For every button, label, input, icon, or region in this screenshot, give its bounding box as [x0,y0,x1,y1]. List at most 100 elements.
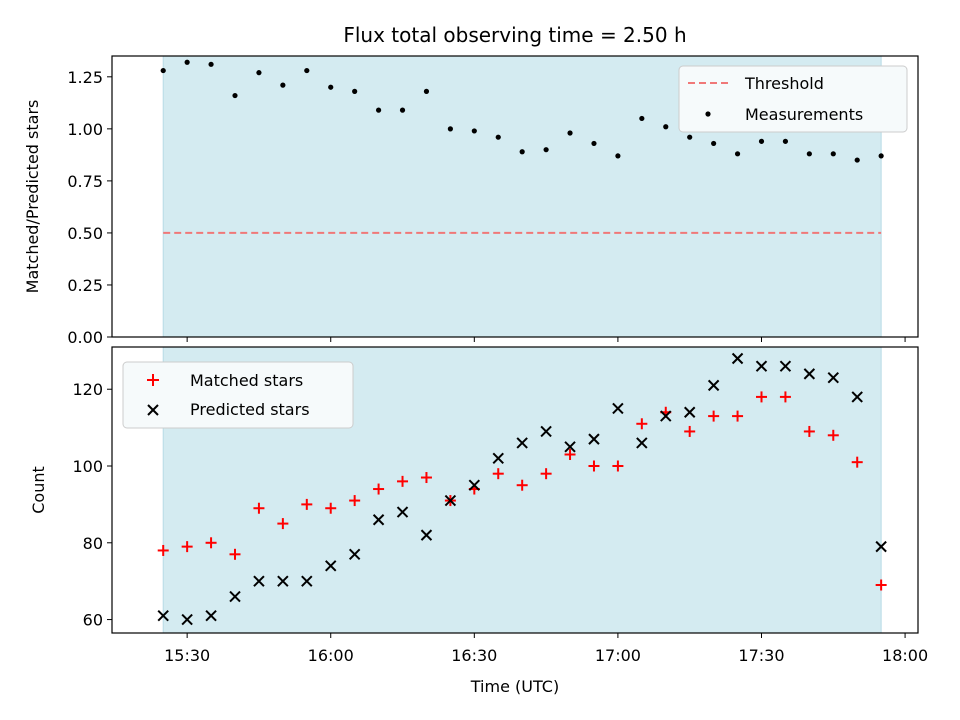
predicted-star-point [181,613,193,626]
count-points [157,352,887,626]
measurement-point [184,59,190,65]
matched-star-point [612,460,624,472]
bottom-y-tick-label: 80 [83,534,103,553]
legend-predicted-label: Predicted stars [190,400,310,419]
predicted-star-point [253,575,265,587]
measurement-point [711,140,717,147]
x-axis-label: Time (UTC) [470,677,559,696]
measurement-point [878,153,884,159]
matched-star-point [397,475,409,487]
matched-star-point [540,468,552,480]
measurement-point [615,153,621,159]
matched-star-point [301,498,313,510]
matched-star-point [803,425,815,437]
measurement-point [352,88,358,94]
matched-star-point [181,541,193,553]
predicted-star-point [803,368,816,380]
predicted-star-point [564,441,576,453]
measurement-point [734,151,741,157]
top-legend-box [678,65,908,133]
measurement-point [758,138,765,144]
predicted-star-point [636,437,648,449]
predicted-star-point [325,560,337,572]
matched-star-point [157,544,169,556]
chart-title: Flux total observing time = 2.50 h [343,23,686,47]
matched-star-point [708,410,720,422]
bottom-x-ticks: 15:30 16:00 16:30 17:00 17:30 18:00 [164,633,928,665]
legend-predicted-swatch [147,404,159,416]
measurement-point [543,147,549,153]
measurement-point [280,82,286,88]
x-tick-label: 17:30 [738,646,784,665]
x-tick-label: 15:30 [164,646,210,665]
measurement-point [256,70,262,76]
measurement-point [567,130,573,136]
matched-star-point [492,468,504,480]
predicted-star-point [827,372,839,384]
matched-star-point [516,479,528,491]
measurement-points [160,59,884,163]
matched-star-point [684,425,696,437]
predicted-star-point [588,433,600,445]
top-x-ticks [186,337,906,342]
legend-threshold-label: Threshold [744,74,824,93]
matched-star-point [420,472,432,484]
top-y-ticks: 0.00 0.25 0.50 0.75 1.00 1.25 [67,68,112,347]
predicted-star-point [348,548,361,561]
legend-measurements-swatch [705,111,711,117]
matched-star-point [755,391,767,403]
matched-star-point [349,495,361,507]
measurement-point [663,124,669,130]
predicted-star-point [755,360,768,372]
measurement-point [447,126,453,132]
measurement-point [399,107,406,113]
measurement-point [375,107,382,113]
bottom-y-tick-label: 120 [72,380,103,399]
predicted-star-point [157,610,169,622]
matched-star-point [253,502,265,514]
legend-matched-swatch [147,374,159,386]
predicted-star-point [372,514,385,526]
top-y-tick-label: 0.25 [67,276,103,295]
measurement-point [304,67,310,74]
x-tick-label: 16:00 [308,646,354,665]
measurement-point [519,149,525,155]
bottom-y-ticks: 60 80 100 120 [72,380,112,630]
matched-star-point [373,483,385,495]
measurement-point [232,92,238,99]
predicted-star-point [492,452,504,465]
bottom-panel: 15:30 16:00 16:30 17:00 17:30 18:00 60 80 100 12… [29,346,928,696]
top-y-tick-label: 0.00 [67,328,103,347]
predicted-star-point [540,425,552,438]
measurement-point [806,151,812,157]
measurement-point [495,134,501,140]
bottom-y-axis-label: Count [29,466,48,514]
predicted-star-point [277,575,289,587]
predicted-star-point [468,479,481,491]
predicted-star-point [396,506,409,518]
matched-star-point [588,460,600,472]
matched-star-point [277,518,289,530]
matched-star-point [875,579,887,591]
bottom-legend-box [122,361,354,429]
legend-matched-label: Matched stars [190,371,303,390]
predicted-star-point [875,540,887,553]
matched-star-point [827,429,839,441]
x-tick-label: 16:30 [451,646,497,665]
predicted-star-point [683,406,696,418]
predicted-star-point [301,575,313,587]
top-axes-frame [111,55,919,338]
measurement-point [591,140,597,147]
measurement-point [782,138,789,144]
measurement-point [639,115,645,122]
measurement-point [687,134,693,140]
predicted-star-point [420,529,433,541]
top-y-tick-label: 0.75 [67,172,103,191]
measurement-point [208,61,214,67]
predicted-star-point [779,360,792,372]
predicted-star-point [229,590,241,603]
x-tick-label: 18:00 [882,646,928,665]
legend-measurements-label: Measurements [745,105,863,124]
matched-star-point [564,448,576,460]
